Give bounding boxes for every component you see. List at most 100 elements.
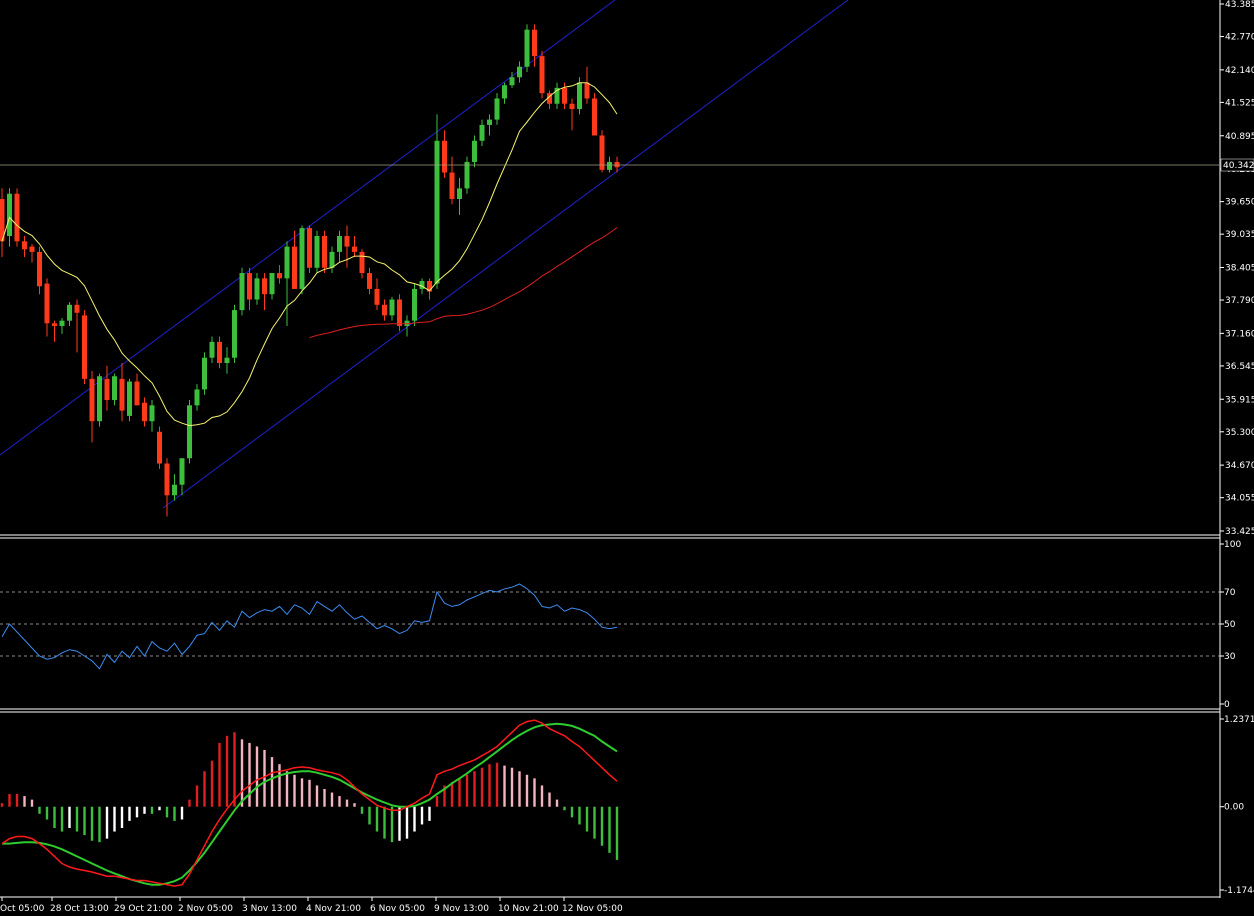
macd-histogram-bar (570, 806, 574, 818)
candle-body (322, 236, 327, 268)
candle-body (262, 278, 267, 295)
candle-body (7, 193, 12, 237)
candle (217, 336, 222, 369)
candle-body (164, 463, 170, 496)
candle-body (389, 299, 395, 316)
candle-body (464, 161, 470, 189)
candle (547, 90, 552, 110)
macd-histogram-bar (233, 732, 236, 807)
time-tick-label: 6 Nov 05:00 (370, 904, 425, 914)
candle (382, 299, 387, 321)
macd-signal-line (2, 722, 618, 886)
macd-histogram-bar (263, 750, 266, 807)
candle-body (149, 405, 155, 422)
candle (614, 156, 620, 173)
candle-body (67, 304, 72, 321)
candle (329, 246, 335, 274)
macd-tick-label: 1.23719 (1224, 715, 1254, 725)
candle-body (239, 273, 245, 311)
candle (277, 265, 282, 284)
time-tick-label: 28 Oct 13:00 (50, 904, 109, 914)
price-axis: 43.38542.77042.14041.52540.89540.26539.6… (1220, 0, 1254, 537)
macd-histogram-bar (578, 806, 581, 825)
macd-histogram-bar (278, 764, 281, 807)
candle-body (367, 273, 372, 289)
price-tick-label: 34.670 (1225, 461, 1254, 471)
candle-body (179, 458, 185, 485)
time-tick-label: 29 Oct 21:00 (114, 904, 173, 914)
time-axis: Oct 05:00 28 Oct 13:00 29 Oct 21:00 2 Nov 0… (0, 897, 623, 914)
candle-body (374, 288, 380, 305)
candle (149, 400, 155, 432)
price-tick-label: 39.035 (1225, 230, 1254, 240)
candle-body (592, 98, 597, 136)
macd-histogram-bar (38, 806, 41, 814)
candle (457, 177, 462, 215)
macd-histogram-bar (450, 781, 454, 807)
candle-body (299, 228, 305, 289)
candle-body (427, 280, 432, 292)
candle (292, 230, 297, 289)
macd-histogram-bar (23, 796, 26, 807)
macd-histogram-bar (360, 806, 364, 814)
macd-histogram-bar (53, 806, 56, 828)
macd-histogram-bar (465, 774, 469, 807)
candle (487, 114, 492, 136)
candle (344, 225, 350, 268)
rsi-tick-label: 70 (1224, 588, 1236, 598)
price-tick-label: 43.385 (1225, 0, 1254, 10)
macd-histogram-bar (548, 792, 551, 807)
candle (554, 82, 560, 110)
macd-histogram-bar (105, 806, 109, 839)
rsi-tick-label: 0 (1224, 700, 1230, 710)
candle (517, 61, 522, 83)
candle (134, 373, 140, 406)
rsi-line (1, 583, 618, 670)
macd-pane: 1.23719 0.00 -1.1744 (0, 715, 1254, 896)
macd-histogram-bar (173, 806, 176, 821)
macd-histogram-bar (308, 779, 311, 807)
macd-histogram-bar (15, 793, 19, 807)
macd-histogram-bar (300, 778, 304, 807)
price-tick-label: 40.895 (1225, 132, 1254, 142)
macd-histogram-bar (518, 771, 521, 807)
price-tick-label: 35.300 (1225, 428, 1254, 438)
macd-histogram-bar (255, 746, 259, 807)
time-tick-label: 3 Nov 13:00 (242, 904, 297, 914)
candle-body (22, 241, 27, 250)
candle (359, 249, 365, 279)
ma-short-line (1, 82, 618, 427)
macd-histogram-bar (488, 764, 491, 807)
candle-body (562, 87, 567, 104)
candle-body (119, 378, 125, 411)
candle-body (479, 124, 485, 141)
candle (112, 373, 117, 406)
candle-body (547, 93, 552, 104)
candle (209, 336, 215, 364)
candle-body (134, 381, 140, 406)
macd-histogram-bar (128, 806, 131, 821)
macd-histogram-bar (353, 803, 356, 807)
candle (442, 130, 447, 178)
candle (464, 156, 470, 194)
candle-body (284, 246, 290, 279)
macd-histogram-bar (480, 767, 484, 807)
candle-body (29, 246, 35, 252)
candle (142, 397, 147, 427)
price-tick-label: 33.425 (1225, 527, 1254, 537)
candle-body (59, 320, 65, 326)
candle-body (502, 85, 507, 99)
candle (262, 273, 267, 311)
candle-body (337, 236, 342, 252)
candle-body (277, 273, 282, 279)
candle-body (314, 236, 320, 268)
candle-body (532, 29, 537, 57)
candle (412, 283, 417, 326)
macd-histogram-bar (188, 799, 191, 807)
macd-histogram-bar (510, 767, 514, 807)
macd-histogram-bar (563, 806, 566, 811)
candles (0, 24, 620, 517)
candle-body (74, 304, 80, 313)
candle (127, 378, 132, 422)
candle-body (89, 378, 95, 422)
